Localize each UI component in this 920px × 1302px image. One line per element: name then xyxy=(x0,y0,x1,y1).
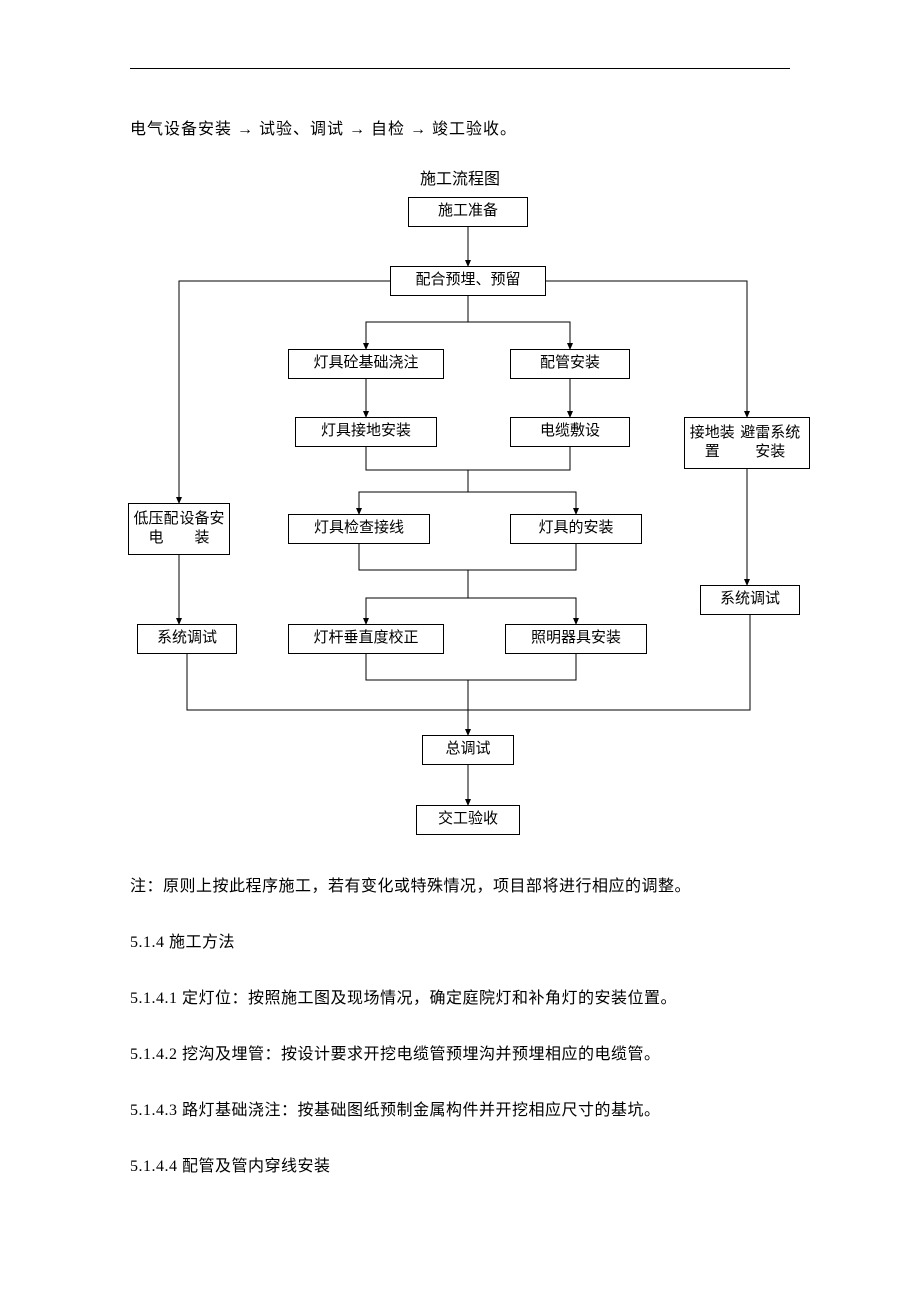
flowchart-node: 灯具砼基础浇注 xyxy=(288,349,444,379)
flowchart-node: 灯具检查接线 xyxy=(288,514,430,544)
flowchart-node: 低压配电设备安装 xyxy=(128,503,230,555)
flowchart-node: 灯具接地安装 xyxy=(295,417,437,447)
body-paragraph: 5.1.4.4 配管及管内穿线安装 xyxy=(130,1152,331,1176)
flowchart-node: 系统调试 xyxy=(137,624,237,654)
page-top-rule xyxy=(130,68,790,69)
flowchart-node: 照明器具安装 xyxy=(505,624,647,654)
flowchart-node: 交工验收 xyxy=(416,805,520,835)
body-paragraph: 5.1.4 施工方法 xyxy=(130,928,235,952)
body-paragraph: 5.1.4.2 挖沟及埋管：按设计要求开挖电缆管预埋沟并预埋相应的电缆管。 xyxy=(130,1040,661,1064)
body-paragraph: 注：原则上按此程序施工，若有变化或特殊情况，项目部将进行相应的调整。 xyxy=(130,872,691,896)
body-paragraph: 5.1.4.1 定灯位：按照施工图及现场情况，确定庭院灯和补角灯的安装位置。 xyxy=(130,984,677,1008)
flowchart-node: 系统调试 xyxy=(700,585,800,615)
intro-line: 电气设备安装 → 试验、调试 → 自检 → 竣工验收。 xyxy=(130,115,517,139)
flowchart-title: 施工流程图 xyxy=(0,165,920,189)
flowchart-node: 电缆敷设 xyxy=(510,417,630,447)
body-paragraph: 5.1.4.3 路灯基础浇注：按基础图纸预制金属构件并开挖相应尺寸的基坑。 xyxy=(130,1096,661,1120)
flowchart-node: 灯具的安装 xyxy=(510,514,642,544)
flowchart-node: 灯杆垂直度校正 xyxy=(288,624,444,654)
flowchart-node: 配管安装 xyxy=(510,349,630,379)
flowchart-node: 配合预埋、预留 xyxy=(390,266,546,296)
flowchart-node: 施工准备 xyxy=(408,197,528,227)
flowchart-node: 接地装置避雷系统安装 xyxy=(684,417,810,469)
flowchart-node: 总调试 xyxy=(422,735,514,765)
